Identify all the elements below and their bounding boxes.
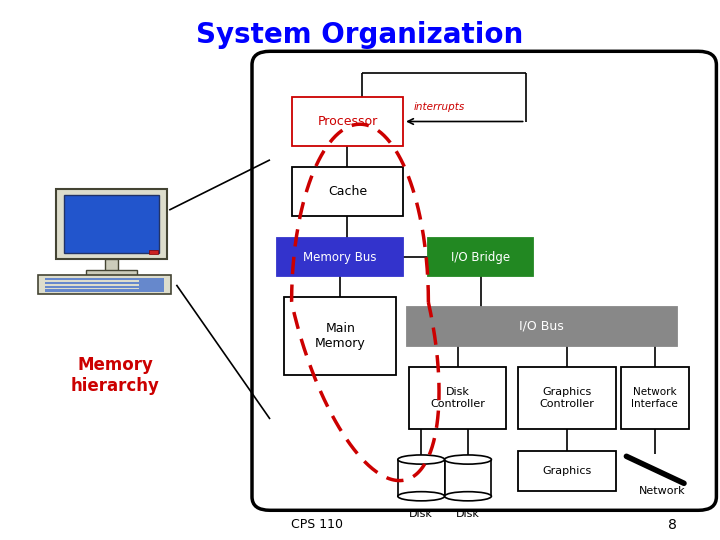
Bar	[45, 278, 150, 280]
Text: Main
Memory: Main Memory	[315, 322, 366, 350]
Text: Memory
hierarchy: Memory hierarchy	[71, 356, 160, 395]
Bar	[105, 259, 118, 273]
Bar	[621, 367, 689, 429]
Bar	[45, 286, 150, 288]
Bar	[86, 270, 137, 278]
Bar	[407, 307, 677, 346]
Text: 8: 8	[668, 518, 677, 532]
Bar	[428, 238, 533, 276]
Text: Disk: Disk	[456, 509, 480, 519]
Text: Disk
Controller: Disk Controller	[430, 388, 485, 409]
Ellipse shape	[397, 455, 444, 464]
Text: System Organization: System Organization	[197, 21, 523, 49]
Bar	[45, 289, 150, 292]
Bar	[37, 275, 171, 294]
Bar	[65, 195, 158, 253]
Ellipse shape	[397, 491, 444, 501]
Bar	[409, 367, 506, 429]
Text: Graphics
Controller: Graphics Controller	[539, 388, 595, 409]
Text: I/O Bridge: I/O Bridge	[451, 251, 510, 264]
Bar	[292, 167, 403, 216]
Text: Memory Bus: Memory Bus	[303, 251, 377, 264]
Bar	[292, 97, 403, 146]
Ellipse shape	[445, 455, 491, 464]
Bar	[150, 250, 158, 254]
Bar	[277, 238, 403, 276]
Bar	[56, 189, 167, 259]
FancyBboxPatch shape	[252, 51, 716, 510]
Bar	[45, 282, 150, 284]
Bar	[397, 460, 444, 496]
Bar	[284, 297, 396, 375]
Bar	[445, 460, 492, 496]
Text: interrupts: interrupts	[414, 102, 465, 112]
Bar	[518, 451, 616, 491]
Text: I/O Bus: I/O Bus	[519, 320, 564, 333]
Text: Disk: Disk	[409, 509, 433, 519]
Text: CPS 110: CPS 110	[291, 518, 343, 531]
Bar	[138, 278, 164, 292]
Ellipse shape	[445, 491, 491, 501]
Text: Processor: Processor	[318, 115, 377, 128]
Text: Network: Network	[639, 486, 685, 496]
Text: Cache: Cache	[328, 185, 367, 198]
Text: Network
Interface: Network Interface	[631, 388, 678, 409]
Text: Graphics: Graphics	[542, 466, 592, 476]
Bar	[518, 367, 616, 429]
